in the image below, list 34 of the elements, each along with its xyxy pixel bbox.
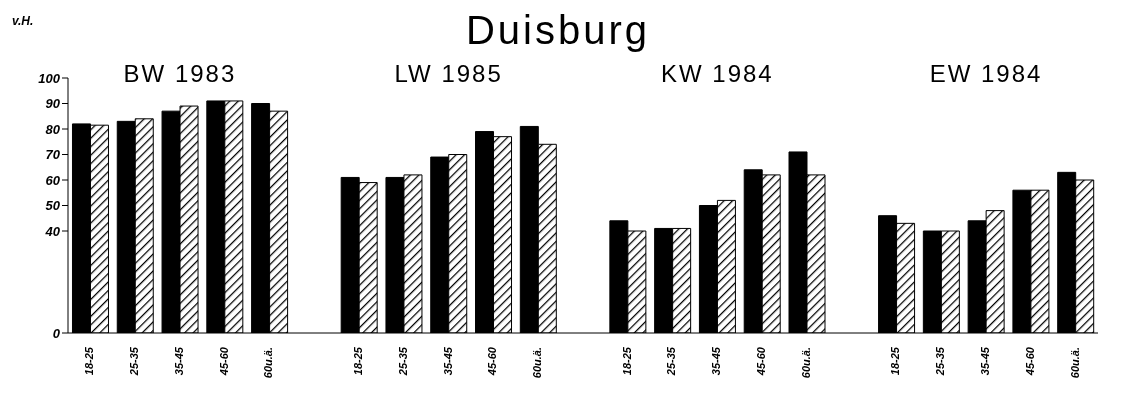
x-tick-label: 45-60: [1023, 346, 1036, 377]
x-tick-label: 25-35: [665, 346, 678, 377]
x-tick-label: 60u.ä.: [1068, 347, 1081, 379]
y-tick-label: 70: [45, 147, 61, 163]
x-tick-label: 18-25: [83, 346, 96, 376]
annotation: BW 1983: [122, 60, 238, 88]
x-tick-label: 25-35: [128, 346, 141, 377]
y-tick-label: 90: [45, 96, 61, 112]
annotation: EW 1984: [928, 60, 1044, 88]
x-tick-label: 35-45: [710, 346, 723, 376]
x-tick-label: 60u.ä.: [531, 347, 544, 379]
y-tick-label: 50: [45, 198, 61, 214]
chart-title: Duisburg: [465, 8, 651, 52]
y-axis-title: v.H.: [12, 14, 34, 28]
y-tick-label: 80: [45, 121, 61, 137]
x-tick-label: 25-35: [396, 346, 409, 377]
y-tick-label: 60: [45, 172, 61, 188]
x-tick-label: 45-60: [486, 346, 499, 377]
y-tick-label: 0: [52, 325, 61, 341]
x-tick-label: 25-35: [934, 346, 947, 377]
x-tick-label: 35-45: [978, 346, 991, 376]
y-tick-label: 40: [44, 223, 61, 239]
annotation: LW 1985: [393, 60, 504, 88]
annotation: KW 1984: [660, 60, 775, 88]
x-tick-label: 60u.ä.: [262, 347, 275, 379]
x-tick-label: 18-25: [620, 346, 633, 376]
x-tick-label: 45-60: [755, 346, 768, 377]
x-tick-label: 18-25: [351, 346, 364, 376]
y-tick-label: 100: [38, 70, 61, 86]
x-tick-label: 45-60: [217, 346, 230, 377]
x-tick-label: 18-25: [889, 346, 902, 376]
x-tick-label: 60u.ä.: [799, 347, 812, 379]
x-tick-label: 35-45: [441, 346, 454, 376]
x-tick-label: 35-45: [172, 346, 185, 376]
